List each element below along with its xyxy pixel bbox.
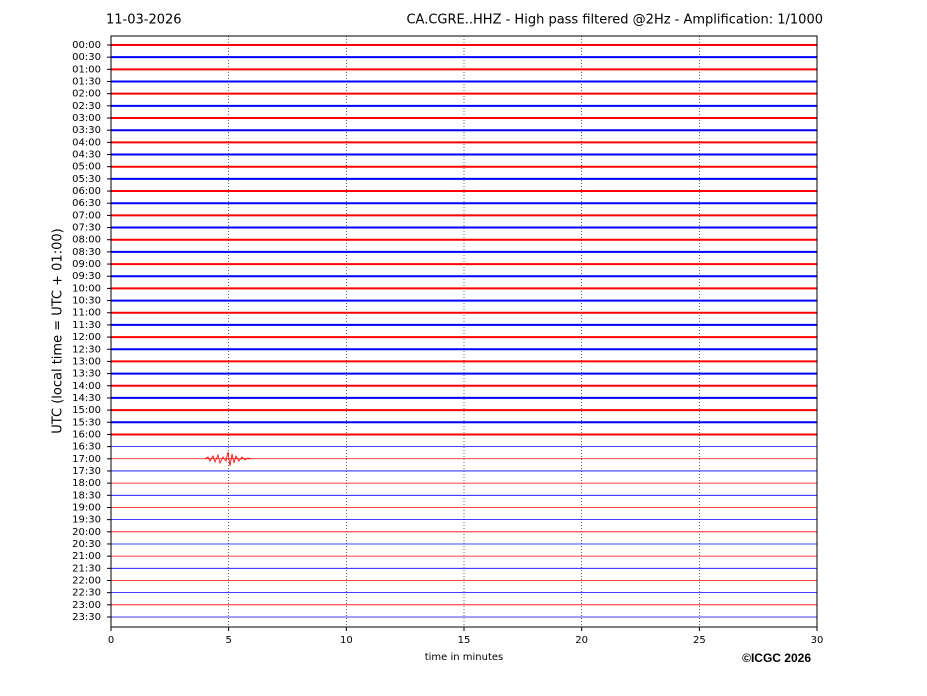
x-tick-label: 5 — [225, 635, 231, 646]
y-tick-label: 03:00 — [72, 113, 101, 124]
chart-title: CA.CGRE..HHZ - High pass filtered @2Hz -… — [406, 13, 823, 28]
x-tick-label: 20 — [575, 635, 588, 646]
y-tick-label: 17:30 — [72, 466, 101, 477]
y-tick-label: 15:30 — [72, 417, 101, 428]
y-tick-label: 07:00 — [72, 210, 101, 221]
y-tick-label: 06:00 — [72, 186, 101, 197]
y-tick-label: 20:00 — [72, 527, 101, 538]
credit: ©ICGC 2026 — [742, 651, 811, 665]
y-tick-label: 08:00 — [72, 235, 101, 246]
y-tick-label: 06:30 — [72, 198, 101, 209]
x-tick-label: 10 — [340, 635, 353, 646]
y-tick-label: 05:00 — [72, 162, 101, 173]
y-tick-label: 22:00 — [72, 575, 101, 586]
y-tick-label: 04:00 — [72, 137, 101, 148]
y-tick-label: 10:30 — [72, 296, 101, 307]
y-tick-label: 14:00 — [72, 381, 101, 392]
y-tick-label: 15:00 — [72, 405, 101, 416]
y-tick-label: 21:30 — [72, 563, 101, 574]
y-tick-label: 11:30 — [72, 320, 101, 331]
y-tick-label: 00:30 — [72, 52, 101, 63]
y-tick-label: 23:00 — [72, 600, 101, 611]
y-tick-label: 22:30 — [72, 588, 101, 599]
y-tick-label: 00:00 — [72, 40, 101, 51]
y-tick-label: 12:30 — [72, 344, 101, 355]
x-axis-label: time in minutes — [425, 652, 504, 663]
y-tick-label: 18:00 — [72, 478, 101, 489]
y-tick-label: 04:30 — [72, 150, 101, 161]
y-axis-label: UTC (local time = UTC + 01:00) — [51, 228, 66, 433]
y-tick-label: 18:30 — [72, 490, 101, 501]
y-tick-label: 13:30 — [72, 369, 101, 380]
y-tick-label: 17:00 — [72, 454, 101, 465]
y-tick-label: 10:00 — [72, 283, 101, 294]
y-tick-label: 12:00 — [72, 332, 101, 343]
y-tick-label: 16:30 — [72, 442, 101, 453]
x-tick-label: 30 — [811, 635, 824, 646]
x-tick-label: 25 — [693, 635, 706, 646]
event-burst — [204, 451, 253, 467]
y-tick-label: 08:30 — [72, 247, 101, 258]
y-tick-label: 09:30 — [72, 271, 101, 282]
x-tick-label: 15 — [458, 635, 471, 646]
x-tick-label: 0 — [108, 635, 114, 646]
y-tick-label: 14:30 — [72, 393, 101, 404]
y-tick-label: 02:00 — [72, 89, 101, 100]
y-tick-label: 19:30 — [72, 515, 101, 526]
y-tick-label: 09:00 — [72, 259, 101, 270]
plot-frame — [110, 35, 818, 628]
y-tick-label: 19:00 — [72, 502, 101, 513]
y-tick-label: 13:00 — [72, 356, 101, 367]
y-tick-label: 07:30 — [72, 223, 101, 234]
y-tick-label: 16:00 — [72, 429, 101, 440]
y-tick-label: 11:00 — [72, 308, 101, 319]
chart-date: 11-03-2026 — [106, 13, 182, 28]
y-tick-label: 01:00 — [72, 64, 101, 75]
y-tick-label: 05:30 — [72, 174, 101, 185]
y-tick-label: 21:00 — [72, 551, 101, 562]
y-tick-label: 20:30 — [72, 539, 101, 550]
y-tick-label: 03:30 — [72, 125, 101, 136]
y-tick-label: 02:30 — [72, 101, 101, 112]
y-tick-label: 01:30 — [72, 77, 101, 88]
y-tick-label: 23:30 — [72, 612, 101, 623]
